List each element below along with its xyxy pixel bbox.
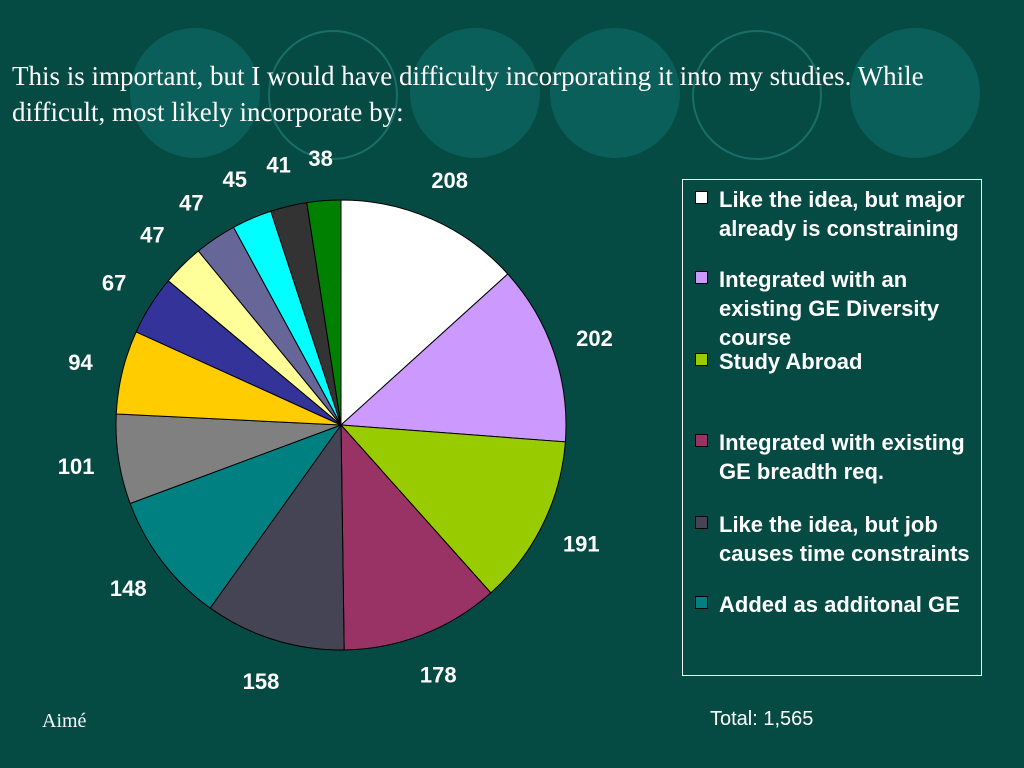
legend-swatch	[695, 271, 708, 284]
slice-value-label: 47	[140, 223, 164, 248]
pie-slice	[306, 199, 342, 426]
decorative-circle	[550, 28, 680, 158]
slice-value-label: 208	[431, 168, 468, 193]
decorative-ring	[268, 30, 398, 160]
slice-value-label: 38	[308, 146, 332, 171]
legend-label: Added as additonal GE	[719, 592, 960, 617]
slice-value-label: 202	[576, 326, 613, 351]
slice-value-label: 41	[266, 152, 290, 177]
slide-title: This is important, but I would have diff…	[12, 61, 924, 127]
slice-value-label: 158	[243, 669, 280, 694]
slice-value-label: 45	[223, 167, 247, 192]
pie-slice	[340, 199, 509, 427]
pie-slice	[339, 424, 566, 594]
legend-swatch	[695, 434, 708, 447]
decorative-circle	[410, 28, 540, 158]
legend-swatch	[695, 516, 708, 529]
chart-legend: Like the idea, but major already is cons…	[682, 179, 982, 676]
pie-slice	[129, 423, 343, 609]
legend-label: Study Abroad	[719, 349, 863, 374]
slice-value-label: 47	[179, 191, 203, 216]
slice-value-label: 101	[58, 454, 95, 479]
slice-value-label: 148	[110, 576, 147, 601]
legend-swatch	[695, 191, 708, 204]
slice-value-label: 178	[420, 663, 457, 688]
pie-slice	[339, 273, 567, 443]
legend-swatch	[695, 353, 708, 366]
slice-value-label: 67	[102, 270, 126, 295]
pie-slice	[209, 423, 345, 651]
decorative-circle	[130, 28, 260, 158]
total-count: Total: 1,565	[710, 708, 814, 730]
legend-label: Integrated with an existing GE Diversity…	[719, 267, 940, 350]
slice-value-label: 191	[563, 532, 600, 557]
pie-slice	[340, 423, 492, 651]
legend-label: Like the idea, but job causes time const…	[719, 512, 970, 566]
decorative-circle	[850, 28, 980, 158]
decorative-ring	[692, 30, 822, 160]
legend-label: Integrated with existing GE breadth req.	[719, 430, 965, 484]
slice-value-label: 94	[68, 350, 93, 375]
author-name: Aimé	[42, 710, 87, 732]
legend-label: Like the idea, but major already is cons…	[719, 187, 965, 241]
legend-swatch	[695, 596, 708, 609]
